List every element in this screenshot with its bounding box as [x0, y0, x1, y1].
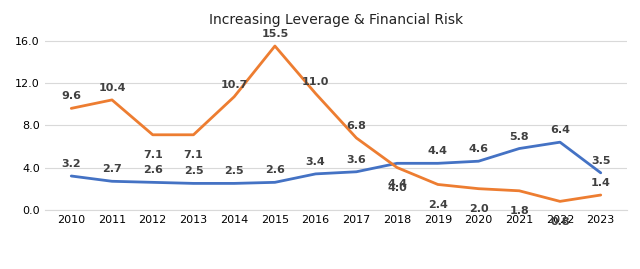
Financial Leverage — [353, 170, 360, 174]
Financial Leverage — [271, 181, 279, 184]
Coverage Ratio — [67, 107, 75, 110]
Text: 6.4: 6.4 — [550, 125, 570, 135]
Text: 2.6: 2.6 — [265, 165, 285, 175]
Line: Coverage Ratio: Coverage Ratio — [71, 46, 601, 201]
Text: 3.6: 3.6 — [346, 155, 366, 165]
Text: 1.8: 1.8 — [509, 206, 529, 216]
Coverage Ratio — [475, 187, 483, 190]
Text: 4.4: 4.4 — [428, 146, 448, 156]
Text: 15.5: 15.5 — [261, 29, 289, 39]
Text: 4.0: 4.0 — [387, 183, 407, 193]
Financial Leverage — [312, 172, 319, 175]
Coverage Ratio — [556, 200, 564, 203]
Text: 5.8: 5.8 — [509, 132, 529, 141]
Text: 4.4: 4.4 — [387, 179, 407, 189]
Coverage Ratio — [597, 193, 605, 197]
Coverage Ratio — [515, 189, 523, 192]
Coverage Ratio — [434, 183, 442, 186]
Text: 3.5: 3.5 — [591, 156, 611, 166]
Coverage Ratio — [108, 98, 116, 101]
Coverage Ratio — [312, 92, 319, 95]
Coverage Ratio — [393, 166, 401, 169]
Text: 2.0: 2.0 — [468, 204, 488, 214]
Coverage Ratio — [189, 133, 197, 136]
Financial Leverage — [108, 180, 116, 183]
Text: 10.7: 10.7 — [221, 80, 248, 90]
Text: 2.5: 2.5 — [184, 167, 204, 176]
Financial Leverage — [597, 171, 605, 175]
Text: 10.4: 10.4 — [99, 83, 125, 93]
Coverage Ratio — [271, 44, 279, 48]
Financial Leverage — [515, 147, 523, 150]
Text: 2.4: 2.4 — [428, 200, 448, 210]
Text: 1.4: 1.4 — [591, 178, 611, 188]
Text: 7.1: 7.1 — [143, 150, 163, 160]
Text: 2.6: 2.6 — [143, 165, 163, 175]
Text: 3.2: 3.2 — [61, 159, 81, 169]
Financial Leverage — [230, 182, 238, 185]
Text: 6.8: 6.8 — [346, 121, 366, 131]
Text: 2.7: 2.7 — [102, 164, 122, 174]
Financial Leverage — [434, 162, 442, 165]
Text: 3.4: 3.4 — [306, 157, 326, 167]
Text: 11.0: 11.0 — [302, 77, 330, 87]
Financial Leverage — [393, 162, 401, 165]
Text: 9.6: 9.6 — [61, 91, 81, 101]
Text: 2.5: 2.5 — [225, 167, 244, 176]
Coverage Ratio — [353, 136, 360, 140]
Financial Leverage — [67, 174, 75, 178]
Financial Leverage — [189, 182, 197, 185]
Line: Financial Leverage: Financial Leverage — [71, 142, 601, 183]
Financial Leverage — [556, 141, 564, 144]
Text: 7.1: 7.1 — [184, 150, 204, 160]
Text: 0.8: 0.8 — [550, 217, 570, 227]
Financial Leverage — [149, 181, 157, 184]
Text: 4.6: 4.6 — [468, 144, 488, 154]
Coverage Ratio — [230, 95, 238, 98]
Coverage Ratio — [149, 133, 157, 136]
Title: Increasing Leverage & Financial Risk: Increasing Leverage & Financial Risk — [209, 13, 463, 27]
Financial Leverage — [475, 160, 483, 163]
